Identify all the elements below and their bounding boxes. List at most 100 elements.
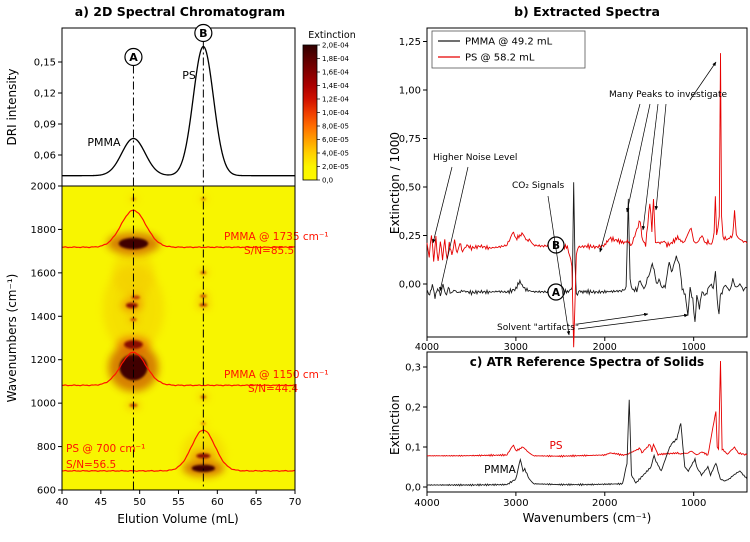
reference-spectrum-ps (426, 360, 748, 458)
panel-b-ytick-label: 0,50 (399, 183, 421, 194)
chromatogram-trace (61, 429, 296, 472)
heatmap-ytick-label: 800 (37, 442, 56, 453)
colorbar-tick-label: 1,8E-04 (322, 55, 350, 63)
heatmap-ytick-label: 1000 (31, 399, 56, 410)
panel-b-xtick-label: 4000 (415, 342, 439, 353)
panel-c-ylabel: Extinction (388, 395, 402, 455)
curve-a-letter: A (552, 287, 561, 299)
heatmap-spot (200, 294, 207, 298)
heatmap-ytick-label: 600 (37, 486, 56, 497)
curve-a-circle (547, 283, 565, 301)
colorbar-tick-label: 1,6E-04 (322, 69, 350, 77)
panel-c-title: c) ATR Reference Spectra of Solids (470, 355, 704, 369)
heatmap-spot (201, 197, 206, 201)
colorbar-tick-label: 6,0E-05 (322, 136, 349, 144)
panel-b-title: b) Extracted Spectra (514, 4, 660, 19)
colorbar-tick-label: 0,0 (322, 177, 333, 185)
panel-a-heatmap: PMMA @ 1735 cm⁻¹ S/N=85.5 PMMA @ 1150 cm⁻¹… (5, 69, 329, 526)
heatmap-spot (126, 302, 138, 309)
panel-c-xtick-label: 1000 (681, 498, 706, 509)
heatmap-spot (131, 295, 141, 300)
elution-marker-lines: AB (124, 23, 213, 490)
annotation-arrow (577, 313, 689, 330)
colorbar-tick-label: 4,0E-05 (322, 150, 349, 158)
panel-b-ytick-label: 0,00 (399, 280, 421, 291)
heatmap-xtick-label: 65 (250, 497, 263, 508)
annotation-arrow (654, 103, 667, 211)
annotation: CO₂ Signals (512, 181, 564, 191)
peak-b-circle (194, 23, 213, 43)
annotation-arrow (432, 166, 453, 244)
dri-ytick-label: 0,12 (34, 89, 56, 100)
heatmap-spot (201, 422, 206, 425)
annotation-arrow (641, 103, 659, 231)
legend-box (431, 30, 586, 69)
colorbar-tick-label: 2,0E-04 (322, 42, 350, 50)
curve-b-letter: B (552, 240, 560, 252)
peak-b-letter: B (199, 27, 207, 40)
pmma-peak-label: PMMA (87, 136, 121, 149)
trace-sn-label: S/N=44.4 (248, 383, 299, 395)
panel-b-xtick-label: 1000 (682, 342, 706, 353)
heatmap-ytick-label: 2000 (31, 182, 56, 193)
heatmap-spot (196, 453, 211, 459)
trace-sn-label: S/N=85.5 (244, 245, 294, 257)
dri-ytick-label: 0,15 (34, 58, 56, 69)
panel-b-ylabel: Extinction / 1000 (388, 132, 402, 234)
heatmap-spot (119, 354, 148, 381)
heatmap-xtick-label: 60 (211, 497, 224, 508)
panel-a-dri-plot: 0,15 0,12 0,09 0,06 PMMA PS (34, 27, 296, 187)
panel-b-ytick-label: 1,00 (399, 86, 421, 97)
heatmap-spot (130, 318, 137, 322)
panel-b-ytick-label: 1,25 (399, 37, 421, 48)
annotation: Many Peaks to investigate (609, 90, 728, 100)
peak-a-circle (124, 47, 143, 67)
curve-b-circle (547, 236, 565, 254)
panel-b-frame (426, 27, 748, 338)
annotation-arrow (599, 103, 641, 253)
legend-label: PMMA @ 49.2 mL (465, 37, 553, 48)
annotation-arrow (439, 166, 469, 292)
pmma-reference-label: PMMA (484, 464, 516, 476)
panel-b-ytick-label: 0,25 (399, 231, 421, 242)
extracted-spectrum-ps (426, 53, 748, 348)
heatmap-xtick-label: 40 (56, 497, 69, 508)
dri-ytick-label: 0,09 (34, 120, 56, 131)
trace-sn-label: S/N=56.5 (66, 459, 116, 471)
panel-b-ytick-label: 0,75 (399, 134, 421, 145)
heatmap-background (62, 186, 295, 490)
ps-reference-label: PS (550, 440, 563, 452)
annotation-arrow (626, 103, 651, 213)
annotation: Solvent "artifacts" (497, 323, 579, 333)
annotation-arrow (547, 195, 571, 336)
colorbar-tick-label: 2,0E-05 (322, 163, 349, 171)
reference-spectrum-pmma (426, 399, 748, 487)
panel-c-ytick-label: 0,1 (405, 443, 421, 454)
heatmap-spot-halo (112, 248, 155, 298)
panel-c-ytick-label: 0,2 (405, 403, 421, 414)
extracted-spectrum-pmma (426, 182, 748, 322)
panel-c-xtick-label: 3000 (503, 498, 528, 509)
trace-label: PS @ 700 cm⁻¹ (66, 443, 145, 455)
heatmap-spot (191, 464, 216, 472)
legend-label: PS @ 58.2 mL (465, 53, 535, 64)
heatmap-ytick-label: 1400 (31, 312, 56, 323)
panel-a-xlabel: Elution Volume (mL) (117, 512, 239, 526)
colorbar-tick-label: 1,2E-04 (322, 96, 350, 104)
panel-c-ytick-label: 0,0 (405, 483, 421, 494)
panel-c-xtick-label: 2000 (592, 498, 617, 509)
trace-label: PMMA @ 1150 cm⁻¹ (224, 369, 329, 381)
colorbar-tick-label: 1,0E-04 (322, 109, 350, 117)
heatmap-xtick-label: 50 (133, 497, 146, 508)
colorbar-tick-label: 8,0E-05 (322, 123, 349, 131)
chromatogram-trace (61, 351, 296, 387)
panel-c-xlabel: Wavenumbers (cm⁻¹) (523, 511, 652, 525)
panel-b-xtick-label: 2000 (593, 342, 617, 353)
heatmap-xtick-label: 70 (289, 497, 302, 508)
panel-b-extracted-spectra: 1,25 1,00 0,75 0,50 0,25 0,00 4000 3000 2000 1000… (388, 27, 748, 353)
heatmap-ytick-label: 1200 (31, 355, 56, 366)
chromatogram-trace (61, 209, 296, 249)
trace-label: PMMA @ 1735 cm⁻¹ (224, 231, 329, 243)
